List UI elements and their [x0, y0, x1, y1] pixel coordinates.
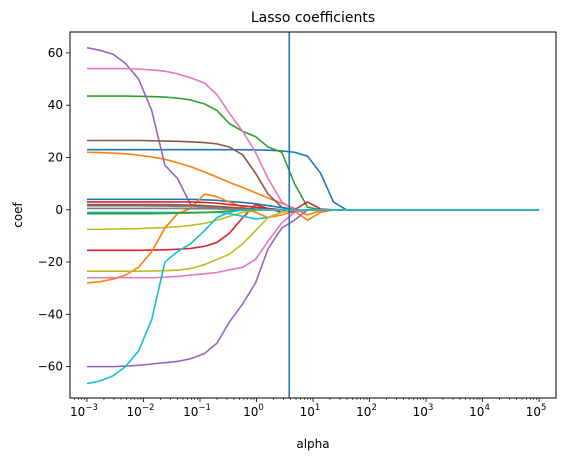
plot-frame: [69, 31, 557, 399]
x-tick-label-1: 10−3: [70, 403, 98, 419]
series-line-12: [86, 193, 540, 284]
x-tick-label-8: 104: [469, 403, 490, 419]
series-line-19: [86, 208, 540, 273]
series-lines: [86, 46, 540, 385]
x-tick-label-9: 105: [526, 403, 547, 419]
y-tick-label-3: −20: [38, 255, 63, 269]
series-line-14: [86, 201, 540, 214]
series-line-3: [86, 95, 540, 211]
chart-title: Lasso coefficients: [251, 10, 375, 26]
y-tick-label-7: 60: [48, 46, 63, 60]
y-tick-label-2: −40: [38, 307, 63, 321]
series-line-7: [86, 67, 540, 211]
series-line-17: [86, 208, 540, 279]
x-tick-label-3: 10−1: [183, 403, 211, 419]
y-tick-label-1: −60: [38, 360, 63, 374]
y-axis: −60 −40 −20 0 20 40 60: [38, 46, 70, 374]
y-tick-label-6: 40: [48, 98, 63, 112]
x-tick-label-6: 102: [356, 403, 377, 419]
series-line-15: [86, 208, 540, 368]
x-axis: 10−3 10−2 10−1 100 101 102 103 104 105: [70, 398, 546, 419]
y-axis-label: coef: [11, 201, 25, 227]
y-tick-label-4: 0: [55, 203, 63, 217]
series-line-5: [86, 46, 540, 211]
x-tick-label-4: 100: [243, 403, 264, 419]
x-tick-label-2: 10−2: [127, 403, 155, 419]
series-line-20: [86, 208, 540, 385]
x-tick-label-7: 103: [413, 403, 434, 419]
x-axis-label: alpha: [296, 437, 329, 451]
series-line-1: [86, 148, 540, 211]
x-tick-label-5: 101: [300, 403, 321, 419]
y-tick-label-5: 20: [48, 150, 63, 164]
